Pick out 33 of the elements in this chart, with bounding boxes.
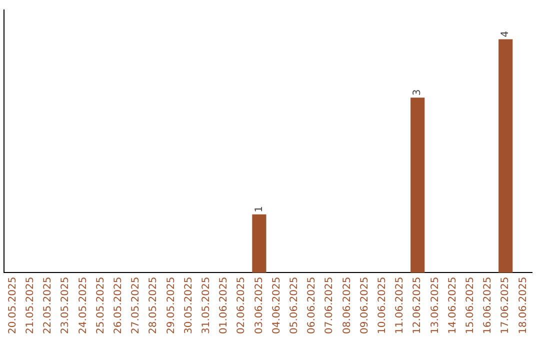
- x-tick-label: 26.05.2025: [112, 276, 124, 334]
- x-tick-label: 22.05.2025: [42, 276, 54, 334]
- x-tick-label: 09.06.2025: [359, 276, 370, 334]
- data-label: 3: [412, 89, 424, 96]
- x-tick-label: 27.05.2025: [130, 276, 142, 334]
- x-tick-label: 30.05.2025: [183, 276, 194, 334]
- x-tick-label: 31.05.2025: [200, 276, 212, 334]
- x-tick-label: 07.06.2025: [324, 276, 336, 334]
- x-tick-label: 21.05.2025: [24, 276, 36, 334]
- x-tick-label: 12.06.2025: [412, 276, 424, 334]
- x-tick-label: 28.05.2025: [148, 276, 160, 334]
- x-tick-label: 25.05.2025: [95, 276, 106, 334]
- x-tick-label: 23.05.2025: [60, 276, 72, 334]
- x-tick-label: 15.06.2025: [464, 276, 476, 334]
- x-tick-label: 03.06.2025: [254, 276, 265, 334]
- x-tick-label: 29.05.2025: [166, 276, 177, 334]
- x-tick-label: 10.06.2025: [376, 276, 388, 334]
- x-tick-label: 08.06.2025: [342, 276, 353, 334]
- x-tick-label: 18.06.2025: [518, 276, 529, 334]
- x-tick-label: 17.06.2025: [500, 276, 512, 334]
- x-tick-label: 14.06.2025: [447, 276, 458, 334]
- data-label: 4: [500, 30, 512, 38]
- x-tick-label: 24.05.2025: [78, 276, 89, 334]
- x-tick-label: 06.06.2025: [306, 276, 318, 334]
- x-tick-label: 01.06.2025: [218, 276, 230, 334]
- x-tick-label: 20.05.2025: [7, 276, 18, 334]
- x-tick-label: 02.06.2025: [236, 276, 248, 334]
- x-tick-label: 11.06.2025: [394, 276, 406, 334]
- data-label: 1: [254, 206, 265, 212]
- x-tick-label: 13.06.2025: [430, 276, 441, 334]
- x-tick-label: 16.06.2025: [482, 276, 494, 334]
- x-tick-label: 04.06.2025: [271, 276, 282, 334]
- x-tick-label: 05.06.2025: [288, 276, 300, 334]
